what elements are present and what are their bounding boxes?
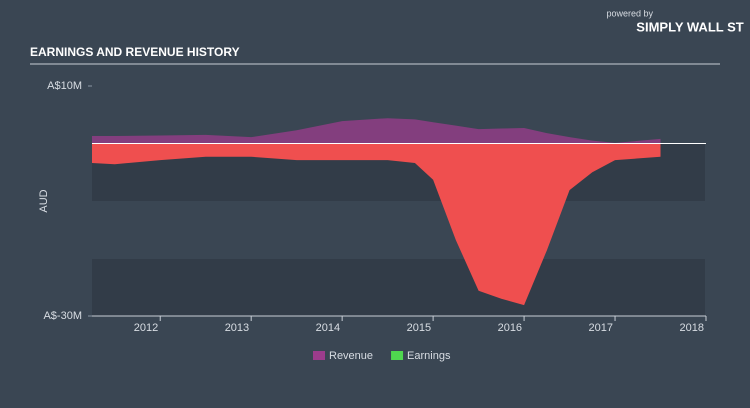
y-tick-label: A$-30M <box>43 310 82 322</box>
chart-title: EARNINGS AND REVENUE HISTORY <box>30 45 240 59</box>
legend-label: Revenue <box>329 350 373 362</box>
band <box>92 259 705 316</box>
x-tick-label: 2017 <box>589 322 613 334</box>
area <box>92 143 661 306</box>
legend-swatch <box>391 351 404 360</box>
y-axis-label: AUD <box>38 189 50 212</box>
x-tick-label: 2016 <box>498 322 522 334</box>
x-tick-label: 2012 <box>134 322 158 334</box>
legend-label: Earnings <box>407 350 451 362</box>
legend-swatch <box>313 351 325 360</box>
y-tick-label: A$10M <box>47 80 82 92</box>
logo-powered: powered by <box>606 8 653 18</box>
x-tick-label: 2015 <box>407 322 431 334</box>
logo-brand: SIMPLY WALL ST <box>636 19 743 34</box>
x-tick-label: 2014 <box>316 322 340 334</box>
x-tick-label: 2018 <box>680 322 704 334</box>
area <box>92 118 661 144</box>
x-tick-label: 2013 <box>225 322 249 334</box>
